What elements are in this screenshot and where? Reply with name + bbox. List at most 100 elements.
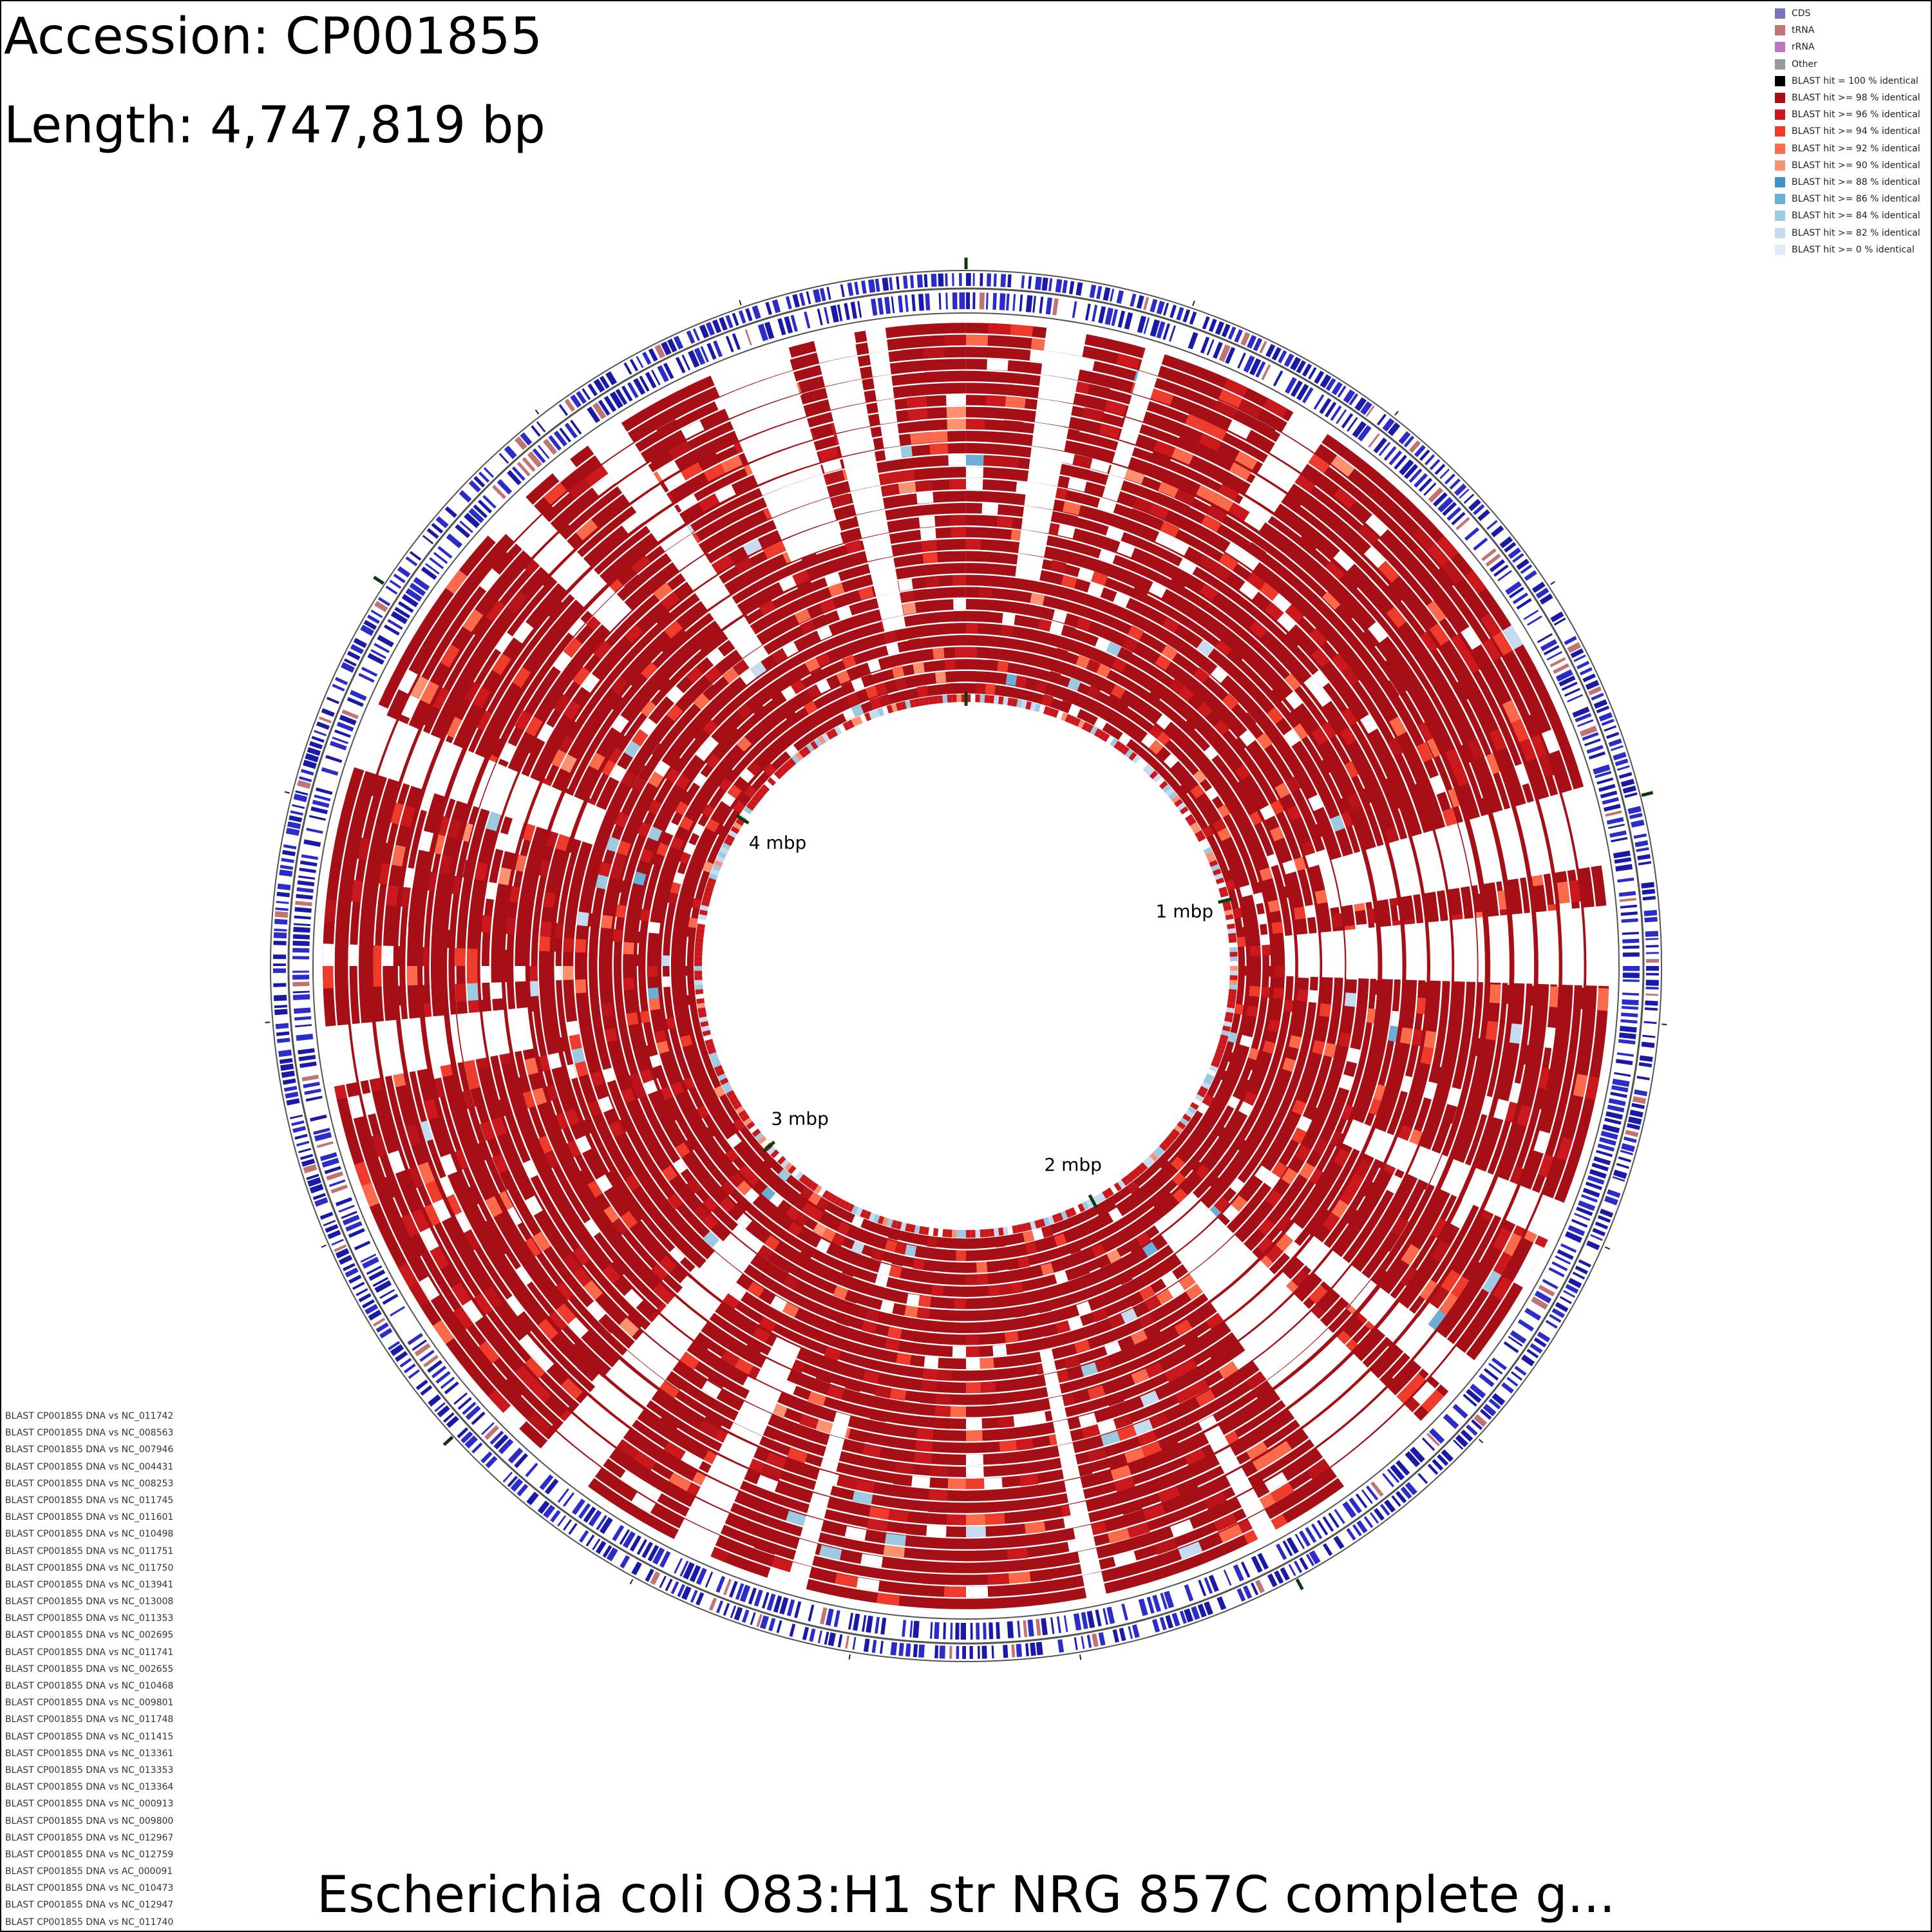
blast-gap (1377, 843, 1400, 899)
blast-hit (882, 706, 889, 715)
blast-hit (739, 596, 758, 613)
blast-hit (620, 1211, 638, 1229)
blast-hit (567, 1020, 580, 1036)
blast-gap (1281, 1345, 1354, 1409)
cds-feature (1156, 321, 1166, 339)
blast-hit (610, 764, 626, 782)
blast-hit (918, 516, 936, 528)
blast-hit (480, 1121, 496, 1141)
blast-hit (923, 1356, 939, 1368)
blast-hit (668, 1472, 692, 1492)
blast-hit (1037, 1300, 1052, 1314)
blast-hit (1005, 1343, 1021, 1355)
cds-feature (1625, 1130, 1639, 1137)
cds-feature (471, 1411, 486, 1425)
cds-feature (1564, 688, 1580, 697)
blast-hit (1249, 704, 1266, 722)
blast-gap (1274, 1336, 1345, 1399)
blast-gap (1515, 803, 1542, 876)
blast-gap (1044, 1372, 1059, 1386)
cds-feature (444, 1381, 459, 1395)
blast-hit (1493, 1251, 1513, 1276)
cds-feature (1257, 1553, 1269, 1570)
blast-hit (937, 1228, 943, 1237)
blast-hit (1061, 574, 1077, 589)
cds-feature (1365, 405, 1375, 417)
blast-hit (421, 1301, 442, 1326)
blast-hit (753, 753, 769, 769)
blast-gap (882, 435, 900, 448)
minor-tick (1079, 1654, 1082, 1660)
cds-feature (1546, 651, 1562, 661)
blast-hit (1385, 792, 1401, 811)
cds-feature (294, 1007, 311, 1014)
legend-item: BLAST hit >= 82 % identical (1775, 224, 1920, 241)
blast-gap (1245, 484, 1281, 513)
blast-ring (370, 370, 1562, 1562)
cds-feature (296, 1141, 310, 1147)
cds-feature (1645, 993, 1659, 996)
cds-feature (972, 273, 975, 287)
blast-hit (1065, 1209, 1072, 1218)
cds-feature (1019, 294, 1023, 312)
blast-hit (971, 694, 976, 703)
blast-hit (1141, 734, 1156, 748)
blast-hit (480, 914, 492, 933)
legend-swatch (1775, 75, 1785, 86)
blast-hit (1092, 1307, 1108, 1323)
legend-swatch (1775, 8, 1785, 19)
blast-hit (733, 1102, 743, 1110)
blast-hit (1398, 621, 1419, 644)
cds-feature (750, 1612, 756, 1625)
blast-hit (808, 1391, 826, 1406)
cds-feature (688, 350, 700, 368)
cds-feature (1395, 1491, 1407, 1504)
blast-hit (1067, 477, 1087, 492)
blast-hit (1205, 851, 1215, 859)
cds-feature (1560, 1243, 1577, 1253)
blast-hit (946, 395, 966, 406)
blast-hit (1269, 826, 1284, 842)
blast-hit (1467, 738, 1485, 761)
blast-hit (1174, 1319, 1193, 1336)
blast-hit (1025, 1222, 1032, 1231)
cds-feature (568, 1522, 578, 1535)
blast-hit (743, 806, 753, 815)
cds-feature (292, 971, 310, 973)
blast-hit (1368, 621, 1388, 643)
blast-hit (767, 1251, 784, 1267)
blast-hit (1047, 670, 1061, 684)
blast-hit (875, 1236, 888, 1250)
blast-gap (734, 405, 806, 441)
minor-tick (1192, 300, 1195, 307)
cds-feature (1565, 1283, 1579, 1294)
blast-hit (623, 574, 645, 594)
blast-hit (1264, 1172, 1280, 1189)
blast-hit (368, 840, 383, 863)
blast-ring (659, 659, 1273, 1273)
blast-hit (1130, 1533, 1154, 1550)
blast-hit (1159, 781, 1168, 790)
cds-feature (273, 932, 287, 939)
blast-hit (810, 668, 826, 683)
cds-feature (1103, 287, 1111, 301)
blast-hit (869, 1506, 890, 1520)
blast-hit (856, 1577, 880, 1591)
blast-hit (612, 929, 623, 942)
blast-hit (1285, 603, 1305, 623)
blast-hit (1224, 1016, 1233, 1023)
minor-tick (629, 1579, 634, 1584)
cds-feature (1414, 444, 1426, 457)
blast-hit (1037, 618, 1052, 632)
cds-feature (923, 274, 928, 287)
cds-feature (582, 388, 591, 401)
blast-gap (1323, 1396, 1405, 1468)
cds-feature (779, 1597, 789, 1615)
blast-hit (675, 694, 692, 712)
blast-hit (1538, 754, 1555, 778)
blast-hit (386, 885, 399, 906)
blast-hit (694, 1332, 713, 1350)
cds-feature (1622, 938, 1640, 943)
cds-feature (1555, 669, 1573, 682)
blast-hit (1246, 1441, 1269, 1461)
